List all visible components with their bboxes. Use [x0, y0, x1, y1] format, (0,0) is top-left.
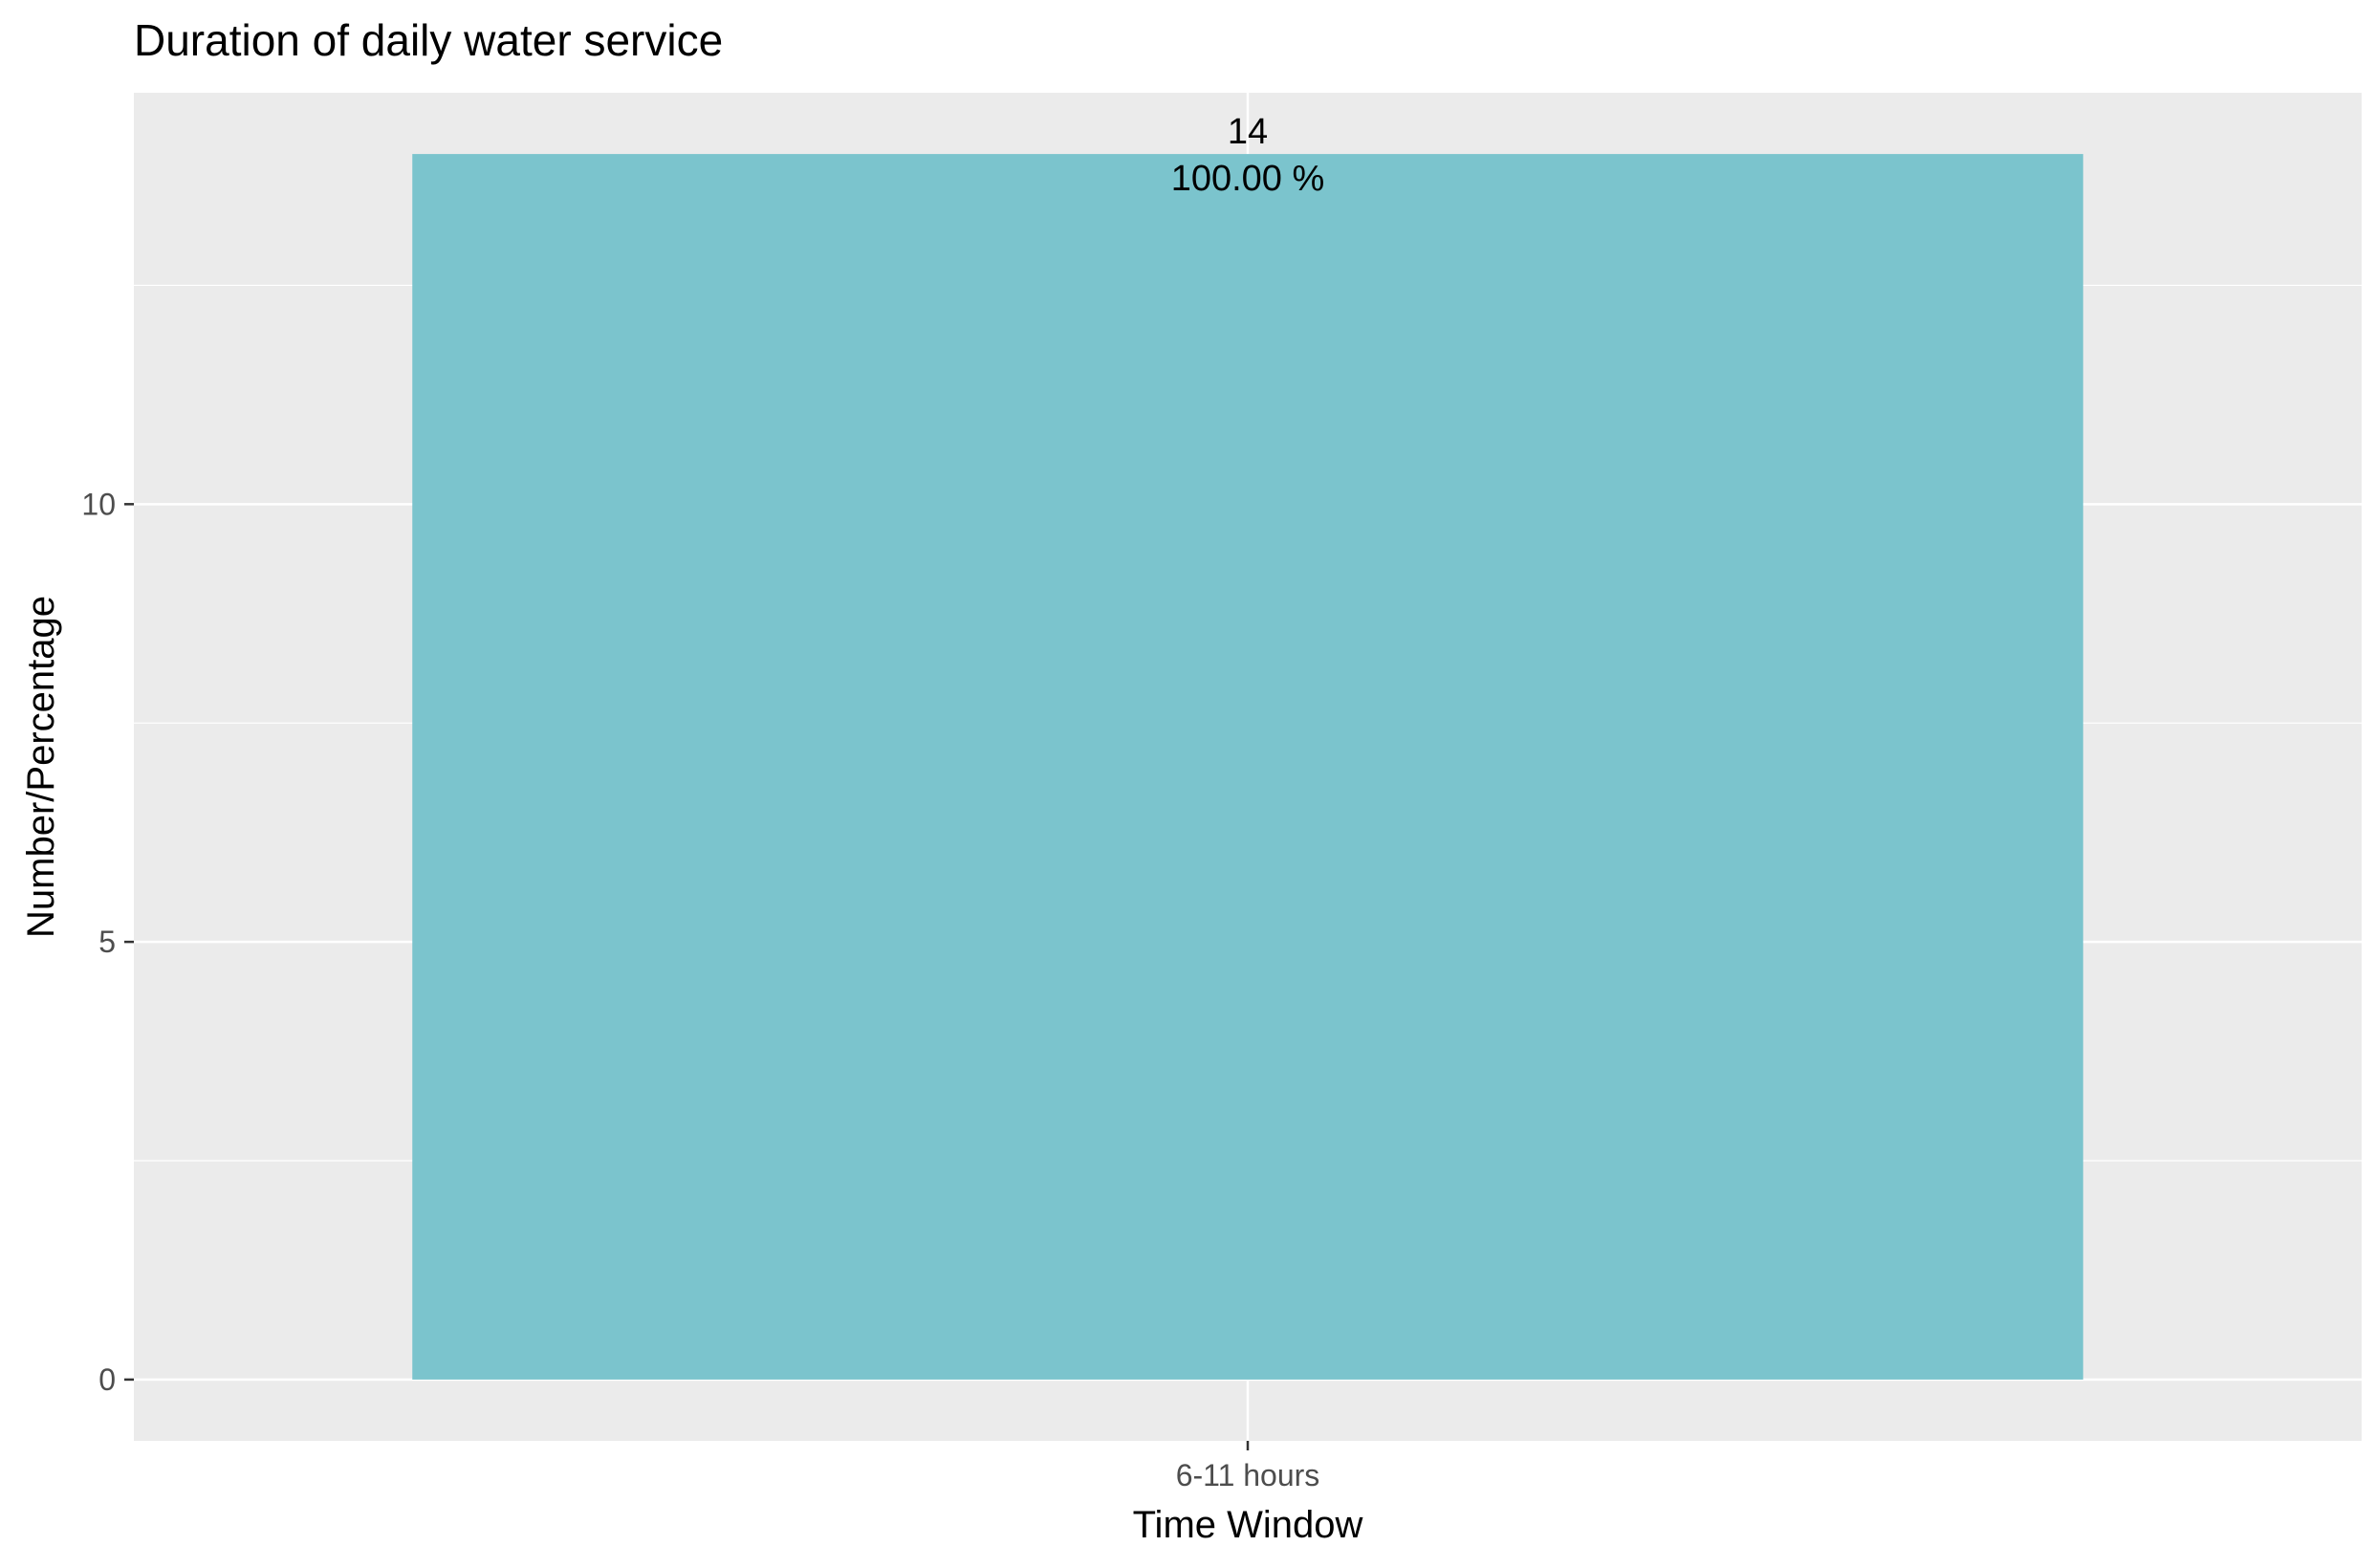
bar-labels: 14 100.00 %: [1171, 112, 1325, 199]
bars: [412, 154, 2083, 1380]
x-tick-label: 6-11 hours: [1176, 1458, 1320, 1492]
x-axis-title: Time Window: [1133, 1504, 1363, 1546]
y-tick-label: 5: [98, 925, 116, 959]
bar: [412, 154, 2083, 1380]
bar-percent-label: 100.00 %: [1171, 159, 1325, 199]
y-axis-title: Number/Percentage: [20, 596, 62, 938]
y-tick-label: 0: [98, 1362, 116, 1397]
chart-title: Duration of daily water service: [134, 15, 723, 65]
y-axis: 0 5 10: [81, 487, 134, 1397]
y-tick-label: 10: [81, 487, 116, 521]
bar-count-label: 14: [1228, 112, 1268, 152]
x-axis: 6-11 hours: [1176, 1441, 1320, 1492]
